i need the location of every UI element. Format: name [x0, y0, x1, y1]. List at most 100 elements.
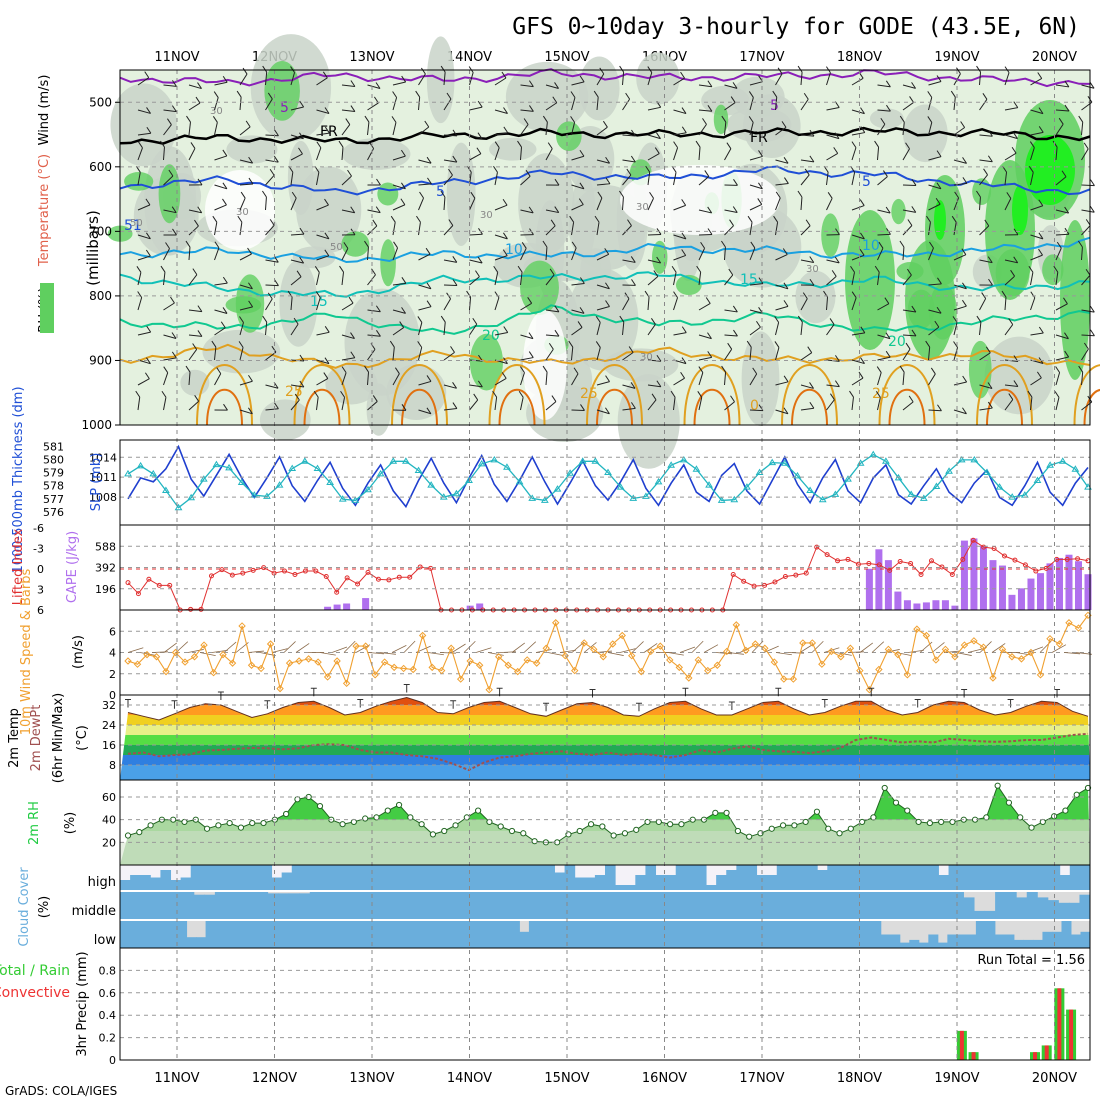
wind-barb-flag [341, 366, 347, 373]
lifted-marker [1022, 562, 1028, 568]
slp-marker [919, 494, 928, 501]
wind10-marker [190, 653, 199, 661]
wind-barb-flag [988, 129, 993, 137]
wind-barb [902, 309, 916, 313]
wind-barb [1030, 131, 1044, 136]
wind-barb [392, 81, 406, 86]
cloud-cell [342, 865, 353, 890]
wind-barb-flag [681, 126, 687, 134]
lifted-marker [876, 562, 882, 568]
wind-barb-flag [477, 132, 483, 139]
wind-barb [800, 159, 814, 163]
wind-barb [979, 322, 982, 336]
wind-barb-flag [721, 240, 726, 248]
lifted-marker [146, 576, 152, 582]
wind-barb-flag [962, 375, 968, 383]
wind-barb-flag [424, 120, 430, 128]
cloud-cell [763, 892, 775, 919]
temp-band [120, 715, 1090, 725]
wind-barb [418, 409, 432, 415]
rh2m-marker [452, 822, 459, 829]
wind-barb [1004, 152, 1017, 161]
cloud-cell [443, 921, 454, 948]
cloud-cell [299, 893, 311, 919]
wind-barb-flag [375, 305, 381, 312]
wind-barb [571, 222, 575, 236]
slp-marker [844, 475, 852, 482]
wind-barb [902, 84, 916, 89]
lifted-marker [918, 571, 924, 577]
wind-barb-flag [752, 367, 758, 375]
cloud-cell [999, 865, 1010, 890]
slp-marker [907, 490, 916, 497]
wind10-barb [991, 643, 1006, 653]
wind-barb [571, 327, 583, 336]
cloud-cell [710, 892, 722, 919]
wind-barb [418, 253, 431, 261]
wind-barb-flag [834, 132, 840, 139]
wind-barb [265, 284, 279, 287]
wind-barb-flag [417, 341, 423, 348]
rh2m-marker [531, 838, 538, 845]
slp-marker [490, 455, 499, 463]
cloud-cell [595, 921, 606, 948]
wind10-barb [271, 648, 288, 653]
wind-barb-flag [528, 332, 534, 339]
cloud-cell [937, 942, 948, 948]
wind-barb [826, 172, 829, 186]
wind-barb-flag [885, 332, 891, 339]
temp-contour-20C [119, 304, 1091, 335]
cloud-cell [503, 865, 515, 890]
wind-barb-flag [833, 147, 839, 154]
wind-barb-flag [452, 256, 458, 263]
wind-barb-flag [371, 268, 376, 276]
cloud-cell [975, 921, 986, 948]
wind-barb [163, 175, 174, 186]
cloud-cell [858, 892, 870, 919]
rh2m-marker [892, 799, 900, 806]
rh2m-marker [644, 818, 651, 826]
cloud-cell [231, 865, 242, 890]
wind-barb-flag [517, 140, 522, 148]
wind-barb [979, 99, 988, 111]
wind-barb-flag [222, 75, 228, 83]
wind-barb-flag [1054, 391, 1060, 398]
wind-barb [673, 254, 686, 261]
wind-barb-flag [171, 351, 177, 359]
wind-barb [188, 334, 202, 337]
cloud-cell [534, 865, 545, 890]
wind-barb-flag [248, 156, 254, 164]
wind-barb-flag [656, 354, 662, 362]
wind10-barb [475, 647, 492, 653]
wind-barb [953, 222, 957, 236]
wind10-barb [283, 641, 296, 653]
wind-barb [290, 399, 300, 411]
rh-shade-gray [110, 83, 177, 167]
wind10-marker [533, 659, 541, 667]
wind-barb-flag [1028, 166, 1034, 173]
wind10-marker [827, 647, 836, 656]
slp-marker [364, 485, 372, 493]
slp-marker [945, 467, 953, 474]
wind-barb-flag [271, 345, 277, 353]
wind-barb [851, 397, 854, 411]
wind-barb-flag [781, 121, 787, 128]
contour-label: 25 [285, 384, 303, 400]
wind-barb-flag [401, 182, 406, 190]
slp-marker [793, 471, 802, 479]
cloud-cell [1068, 902, 1080, 919]
lifted-marker [417, 564, 423, 570]
wind10-marker [637, 667, 645, 676]
wind-barb-flag [492, 390, 498, 398]
wind-barb [290, 276, 302, 286]
wind-barb [775, 126, 787, 136]
rh-shade-green [380, 239, 396, 287]
wind-barb [443, 284, 458, 287]
wind10-barb [403, 640, 416, 653]
cloud-cell [804, 921, 815, 948]
wind-barb [163, 272, 166, 286]
ylabel-precip-conv: Convective [0, 985, 70, 1001]
cloud-cell [720, 892, 733, 919]
wind10-barb [619, 648, 636, 653]
wind-barb-flag [899, 365, 905, 373]
